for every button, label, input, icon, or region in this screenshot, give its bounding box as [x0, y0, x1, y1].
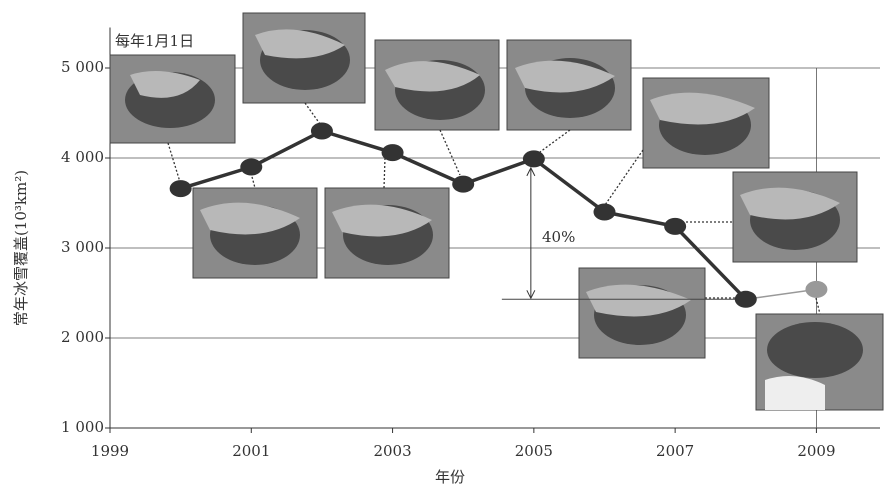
- line-segment: [181, 167, 252, 189]
- map-thumbnail: [193, 188, 317, 278]
- map-thumbnails: [110, 13, 883, 410]
- x-tick-label: 2003: [373, 442, 411, 460]
- x-tick-label: 2001: [232, 442, 270, 460]
- x-tick-label: 2007: [656, 442, 694, 460]
- point: [593, 204, 615, 221]
- map-thumbnail: [733, 172, 857, 262]
- line-segment: [322, 131, 393, 153]
- y-tick-label: 1 000: [61, 418, 104, 436]
- map-thumbnail: [756, 314, 883, 410]
- x-tick-label: 1999: [91, 442, 129, 460]
- x-tick-label: 2005: [515, 442, 553, 460]
- line-segment: [534, 159, 605, 212]
- point: [170, 180, 192, 197]
- map-thumbnail: [325, 188, 449, 278]
- point: [523, 150, 545, 167]
- point: [240, 159, 262, 176]
- y-axis-label: 常年冰雪覆盖(10³km²): [12, 170, 30, 326]
- map-thumbnail: [110, 55, 235, 143]
- map-thumbnail: [243, 13, 365, 103]
- connector: [440, 130, 460, 175]
- change-label: 40%: [542, 228, 575, 246]
- x-tick-label: 2009: [797, 442, 835, 460]
- point: [311, 123, 333, 140]
- map-thumbnail: [375, 40, 499, 130]
- line-segment: [463, 159, 534, 184]
- point: [452, 176, 474, 193]
- map-thumbnail: [643, 78, 769, 168]
- connector: [384, 158, 385, 188]
- annotation: 每年1月1日: [115, 32, 194, 50]
- point: [382, 144, 404, 161]
- map-thumbnail: [579, 268, 705, 358]
- y-tick-label: 5 000: [61, 58, 104, 76]
- line-segment: [393, 153, 464, 185]
- y-tick-label: 2 000: [61, 328, 104, 346]
- line-segment: [251, 131, 322, 167]
- y-tick-label: 4 000: [61, 148, 104, 166]
- point: [735, 291, 757, 308]
- connector: [540, 130, 570, 152]
- connector: [168, 143, 180, 182]
- x-axis-label: 年份: [435, 468, 465, 486]
- map-thumbnail: [507, 40, 631, 130]
- connector: [305, 103, 320, 124]
- point: [805, 281, 827, 298]
- chart: 1 000 2 000 3 000 4 000 5 000 1999 2001 2003 200…: [0, 0, 884, 489]
- point: [664, 218, 686, 235]
- y-tick-label: 3 000: [61, 238, 104, 256]
